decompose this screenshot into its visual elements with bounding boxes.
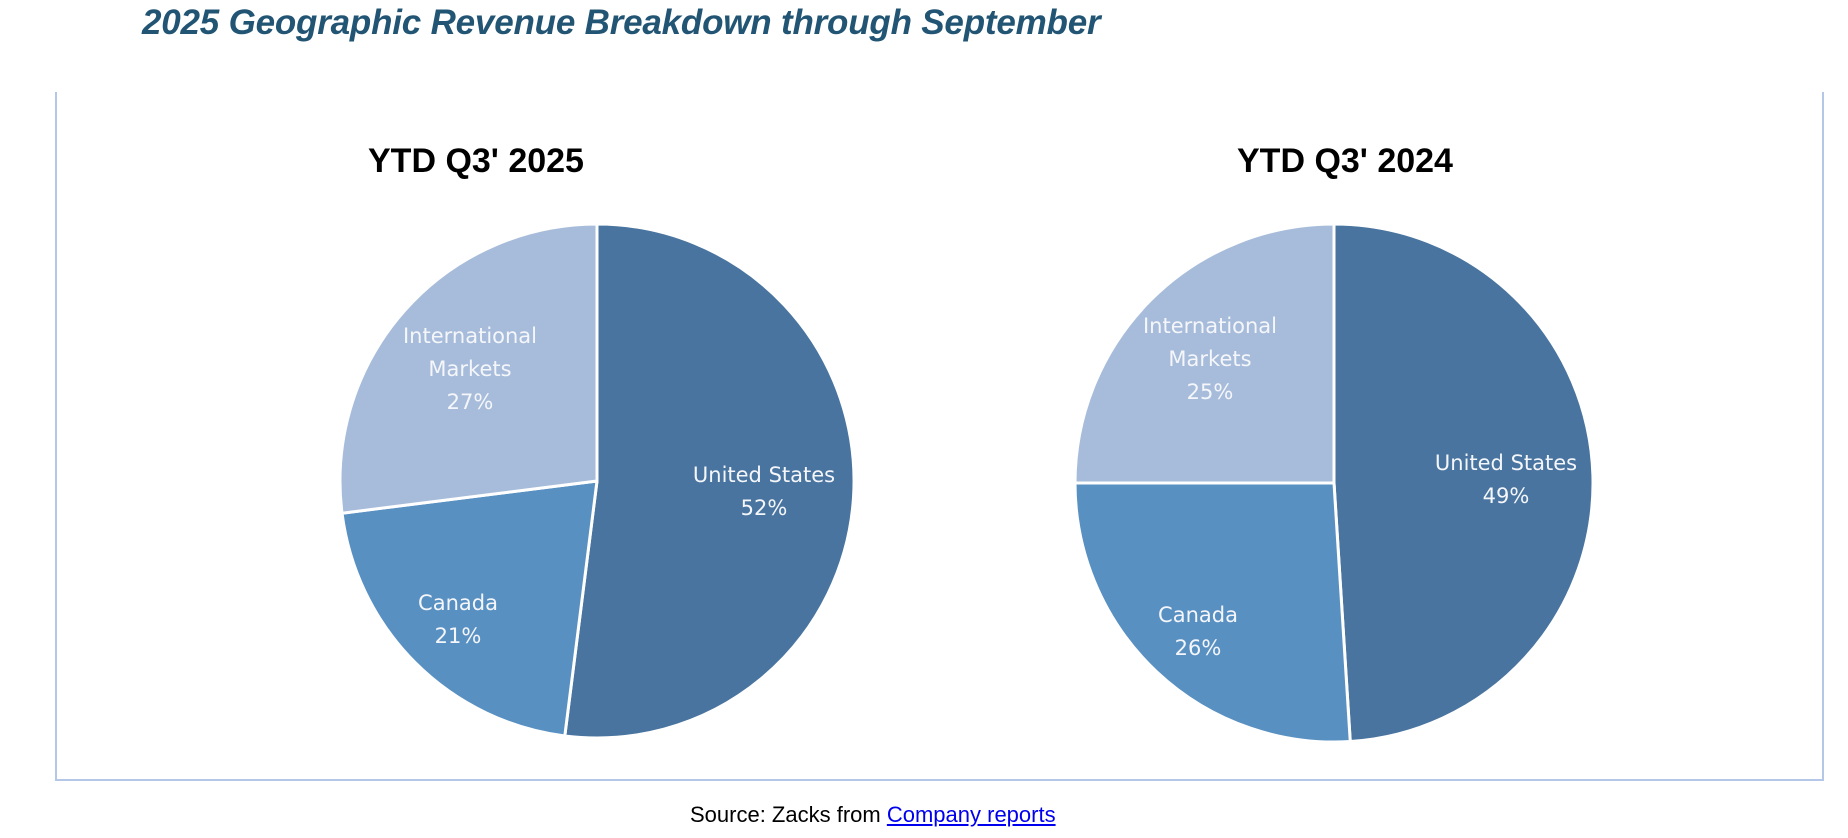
pie-chart-2025: YTD Q3' 2025 United States 52% Canada 21% In… xyxy=(338,142,856,740)
data-label-category: International xyxy=(403,324,537,348)
data-label-value: 27% xyxy=(447,390,494,414)
pie-slice-united-states xyxy=(563,222,856,740)
data-label-value: 26% xyxy=(1175,636,1222,660)
data-label-value: 52% xyxy=(741,496,788,520)
data-label-value: 49% xyxy=(1483,484,1530,508)
data-label-international-markets: International Markets 25% xyxy=(1143,314,1277,404)
data-label-category: Markets xyxy=(1168,347,1251,371)
pie-slice-international-markets xyxy=(1073,222,1336,485)
pie-slice-international-markets xyxy=(338,222,599,515)
pie-title-2024: YTD Q3' 2024 xyxy=(1237,142,1453,180)
pie-title-2025: YTD Q3' 2025 xyxy=(368,142,584,180)
pie-slice-canada xyxy=(340,479,599,738)
source-prefix: Source: Zacks from xyxy=(690,802,887,827)
data-label-united-states: United States 52% xyxy=(693,463,835,520)
data-label-value: 25% xyxy=(1187,380,1234,404)
data-label-category: Markets xyxy=(428,357,511,381)
data-label-canada: Canada 21% xyxy=(418,591,498,648)
pie-chart-2024: YTD Q3' 2024 United States 49% Canada 26% In… xyxy=(1073,142,1595,744)
data-label-category: United States xyxy=(1435,451,1577,475)
data-label-category: International xyxy=(1143,314,1277,338)
company-reports-link[interactable]: Company reports xyxy=(886,802,1056,827)
data-label-category: Canada xyxy=(1158,603,1238,627)
data-label-value: 21% xyxy=(435,624,482,648)
page-title: 2025 Geographic Revenue Breakdown throug… xyxy=(142,3,1101,42)
data-label-united-states: United States 49% xyxy=(1435,451,1577,508)
pie-slice-canada xyxy=(1073,481,1352,744)
data-label-category: United States xyxy=(693,463,835,487)
chart-frame xyxy=(55,92,1824,781)
pie-slice-united-states xyxy=(1332,222,1595,743)
data-label-canada: Canada 26% xyxy=(1158,603,1238,660)
data-label-international-markets: International Markets 27% xyxy=(403,324,537,414)
data-label-category: Canada xyxy=(418,591,498,615)
